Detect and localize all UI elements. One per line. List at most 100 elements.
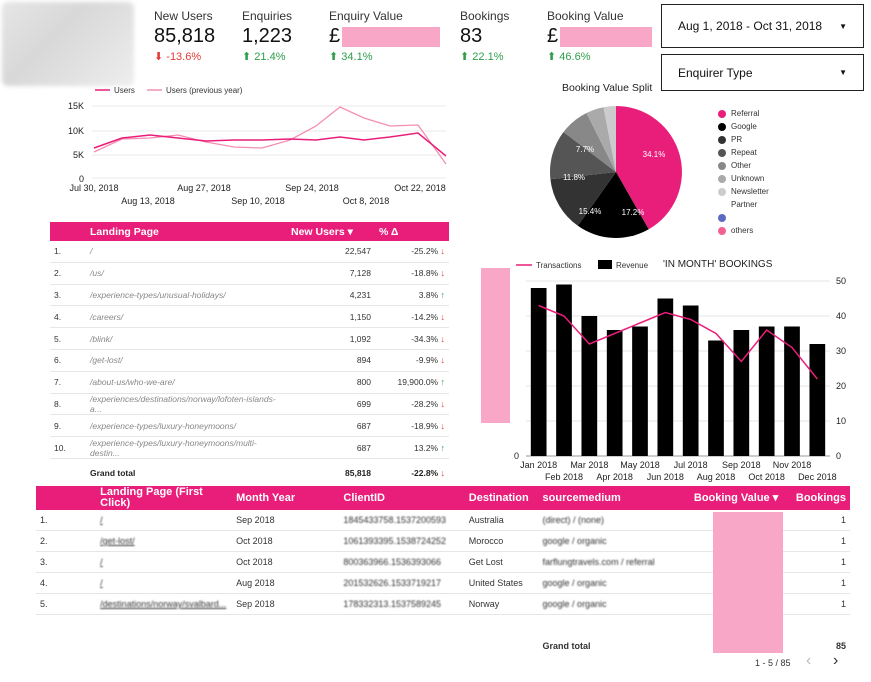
- bookings-count: 1: [791, 572, 850, 594]
- bar[interactable]: [733, 330, 750, 456]
- arrow-down-icon: ↓: [440, 398, 446, 409]
- row-index: [36, 615, 96, 652]
- bar[interactable]: [784, 326, 800, 457]
- table-row[interactable]: 4./careers/1,150 -14.2% ↓: [50, 305, 449, 329]
- bar[interactable]: [809, 344, 826, 456]
- new-users-value: 1,092: [287, 327, 375, 350]
- bar[interactable]: [606, 330, 623, 456]
- month-year-value: Sep 2018: [232, 593, 340, 615]
- client-id-value: 1061393395.1538724252: [339, 530, 465, 552]
- landing-page-link[interactable]: /: [96, 572, 233, 594]
- pie-legend-item: Unknown: [718, 172, 769, 185]
- arrow-up-icon: ⬆: [460, 51, 470, 63]
- landing-page-link[interactable]: /: [96, 551, 233, 573]
- arrow-down-icon: ↓: [440, 333, 446, 344]
- table-row[interactable]: 1./22,547 -25.2% ↓: [50, 241, 449, 263]
- header-destination[interactable]: Destination: [464, 486, 539, 510]
- bar[interactable]: [708, 340, 724, 457]
- header-month-year[interactable]: Month Year: [232, 486, 340, 510]
- table-row[interactable]: 6./get-lost/894 -9.9% ↓: [50, 349, 449, 372]
- landing-page-url: /experiences/destinations/norway/lofoten…: [86, 393, 287, 416]
- bar[interactable]: [530, 288, 547, 456]
- row-index: 7.: [50, 371, 86, 394]
- pct-delta-value: -25.2%: [411, 246, 439, 257]
- bar[interactable]: [682, 305, 699, 457]
- landing-page-url: /experience-types/luxury-honeymoons/mult…: [86, 436, 287, 459]
- month-year-value: Aug 2018: [232, 572, 340, 594]
- y-tick: 15K: [68, 101, 84, 111]
- table-row[interactable]: 5./blink/1,092 -34.3% ↓: [50, 327, 449, 350]
- landing-page-url: /experience-types/luxury-honeymoons/: [86, 414, 287, 438]
- x-tick: Mar 2018: [570, 460, 608, 470]
- arrow-down-icon: ↓: [440, 311, 446, 322]
- table-row[interactable]: 7./about-us/who-we-are/800 19,900.0% ↑: [50, 371, 449, 394]
- next-page-button[interactable]: ›: [833, 652, 839, 669]
- bar[interactable]: [632, 326, 648, 457]
- prev-page-button[interactable]: ‹: [806, 652, 812, 669]
- grand-total-bookings: 85: [835, 641, 846, 651]
- x-tick: Sep 10, 2018: [231, 196, 285, 206]
- header-new-users[interactable]: New Users ▾: [287, 222, 375, 241]
- arrow-up-icon: ↑: [440, 442, 446, 453]
- pie-label: 17.2%: [622, 208, 645, 217]
- pct-delta-value: -9.9%: [415, 355, 439, 366]
- header-booking-value[interactable]: Booking Value ▾: [689, 486, 792, 510]
- header-pct-delta[interactable]: % Δ: [375, 222, 449, 241]
- enquirer-type-dropdown[interactable]: Enquirer Type ▼: [661, 54, 864, 91]
- pct-delta-value: -14.2%: [411, 311, 439, 322]
- kpi-delta: ⬆ 46.6%: [547, 50, 652, 63]
- right-axis-tick: 20: [836, 381, 846, 391]
- row-index: [50, 458, 86, 487]
- landing-page-url: /experience-types/unusual-holidays/: [86, 284, 287, 307]
- pie-slice-referral: [616, 106, 682, 230]
- pie-slice-repeat: [549, 132, 616, 180]
- x-tick: May 2018: [620, 460, 660, 470]
- pct-delta-cell: -18.8% ↓: [375, 262, 449, 285]
- bar[interactable]: [657, 298, 674, 457]
- bookings-table: Landing Page (First Click) Month Year Cl…: [36, 486, 850, 651]
- landing-page-url: /blink/: [86, 327, 287, 350]
- bar[interactable]: [556, 284, 572, 457]
- legend-label: PR: [731, 135, 743, 144]
- landing-page-link[interactable]: /: [96, 510, 233, 531]
- legend-label: Newsletter: [731, 187, 769, 196]
- x-tick: Aug 27, 2018: [177, 183, 231, 193]
- pie-label: 11.8%: [563, 173, 585, 182]
- table-row[interactable]: 8./experiences/destinations/norway/lofot…: [50, 393, 449, 416]
- month-year-value: Oct 2018: [232, 551, 340, 573]
- pct-delta-cell: 19,900.0% ↑: [375, 371, 449, 394]
- redacted-axis: [481, 268, 510, 423]
- pct-delta-cell: -9.9% ↓: [375, 349, 449, 372]
- bar[interactable]: [581, 316, 598, 456]
- kpi-enquiry-value: Enquiry Value £ ⬆ 34.1%: [329, 9, 441, 63]
- header-landing-page-first-click[interactable]: Landing Page (First Click): [96, 486, 233, 510]
- sourcemedium-value: google / organic: [538, 572, 690, 594]
- table-row[interactable]: 9./experience-types/luxury-honeymoons/68…: [50, 414, 449, 438]
- date-range-picker[interactable]: Aug 1, 2018 - Oct 31, 2018 ▼: [661, 4, 864, 48]
- legend-label: Repeat: [731, 148, 757, 157]
- right-axis-tick: 0: [836, 451, 841, 461]
- landing-page-link[interactable]: /get-lost/: [96, 530, 233, 552]
- header-sourcemedium[interactable]: sourcemedium: [538, 486, 690, 510]
- table-row[interactable]: 2./us/7,128 -18.8% ↓: [50, 262, 449, 285]
- pct-delta-cell: -28.2% ↓: [375, 393, 449, 416]
- row-index: 6.: [50, 349, 86, 372]
- arrow-down-icon: ↓: [440, 420, 446, 431]
- left-axis-tick: 0: [514, 451, 519, 461]
- legend-swatch: [718, 174, 726, 183]
- new-users-value: 894: [287, 349, 375, 372]
- header-client-id[interactable]: ClientID: [339, 486, 465, 510]
- bar[interactable]: [758, 326, 775, 457]
- y-tick: 0: [79, 174, 84, 184]
- pct-delta-cell: -25.2% ↓: [375, 241, 449, 263]
- header-landing-page[interactable]: Landing Page: [86, 222, 287, 241]
- header-bookings[interactable]: Bookings: [791, 486, 850, 510]
- table-row[interactable]: 10./experience-types/luxury-honeymoons/m…: [50, 436, 449, 459]
- bookings-count: 1: [791, 530, 850, 552]
- table-row[interactable]: 3./experience-types/unusual-holidays/4,2…: [50, 284, 449, 307]
- kpi-value: £: [329, 25, 441, 48]
- landing-page-link[interactable]: /destinations/norway/svalbard...: [96, 593, 233, 615]
- date-range-label: Aug 1, 2018 - Oct 31, 2018: [678, 19, 823, 33]
- arrow-up-icon: ⬆: [242, 51, 252, 63]
